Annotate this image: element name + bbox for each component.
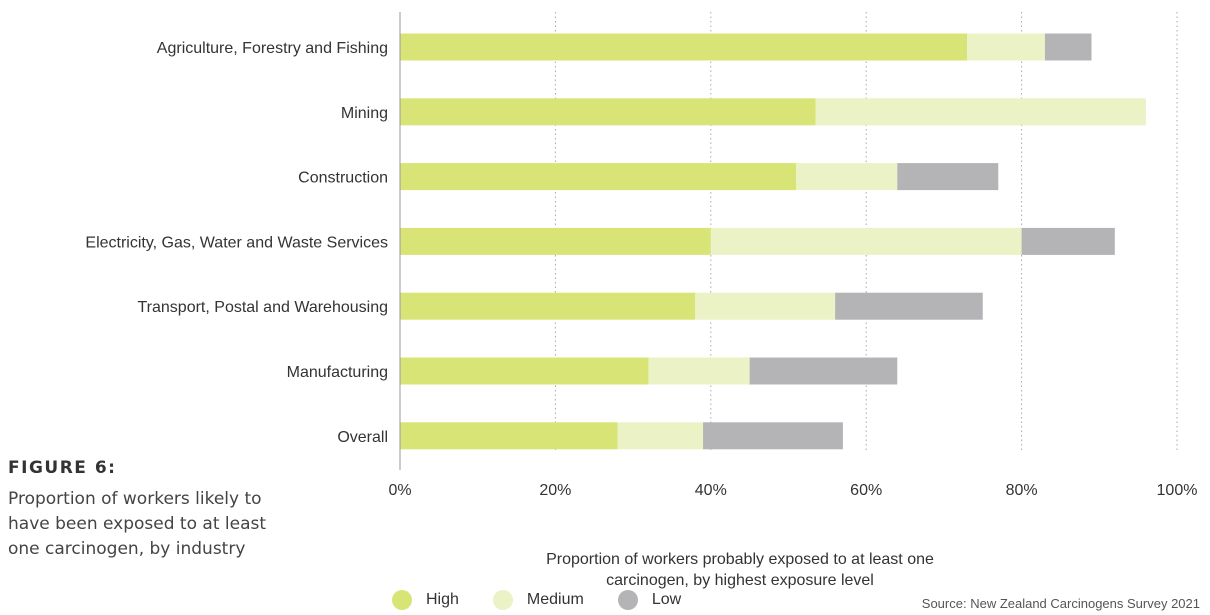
source-note: Source: New Zealand Carcinogens Survey 2… [921,596,1200,611]
category-label: Mining [341,105,388,122]
legend: High Medium Low [392,590,715,610]
bar-medium [617,422,704,450]
bar-medium [815,98,1146,126]
bar-low [749,357,898,385]
bar-low [1044,33,1092,61]
bar-high [400,227,711,255]
legend-item-high: High [392,590,459,610]
category-label: Manufacturing [287,364,388,381]
bar-low [703,422,843,450]
legend-label-high: High [426,591,459,608]
legend-label-low: Low [651,591,682,608]
bar-low [835,292,983,320]
legend-item-medium: Medium [492,590,584,610]
x-tick-label: 60% [850,482,882,499]
bar-high [400,98,816,126]
bar-group [400,33,1146,450]
figure-caption: Proportion of workers likely to have bee… [8,489,267,559]
legend-label-medium: Medium [526,591,584,608]
bar-medium [967,33,1045,61]
legend-swatch-low [617,590,638,610]
bar-high [400,422,618,450]
x-tick-label: 40% [695,482,727,499]
bar-high [400,292,696,320]
stacked-bar-chart: Agriculture, Forestry and Fishing Mining C… [85,12,1197,499]
x-tick-label: 80% [1006,482,1038,499]
x-tick-label: 100% [1157,482,1198,499]
figure-label: FIGURE 6: [8,458,117,478]
legend-item-low: Low [617,590,682,610]
bar-medium [695,292,836,320]
bar-high [400,33,968,61]
x-tick-label: 0% [388,482,411,499]
bar-low [897,163,999,191]
bar-low [1021,227,1115,255]
category-label: Electricity, Gas, Water and Waste Servic… [85,234,388,251]
legend-swatch-medium [492,590,513,610]
bar-medium [710,227,1022,255]
grid-lines [554,12,1178,452]
category-labels: Agriculture, Forestry and Fishing Mining C… [85,40,388,446]
category-label: Overall [337,429,388,446]
category-label: Transport, Postal and Warehousing [138,299,389,316]
bar-high [400,357,649,385]
bar-high [400,163,797,191]
bar-medium [796,163,898,191]
category-label: Construction [298,170,388,187]
x-tick-labels: 0% 20% 40% 60% 80% 100% [388,482,1197,499]
x-axis-title: Proportion of workers probably exposed t… [546,551,934,589]
category-label: Agriculture, Forestry and Fishing [157,40,388,57]
bar-medium [648,357,750,385]
x-tick-label: 20% [539,482,571,499]
legend-swatch-high [392,590,412,610]
